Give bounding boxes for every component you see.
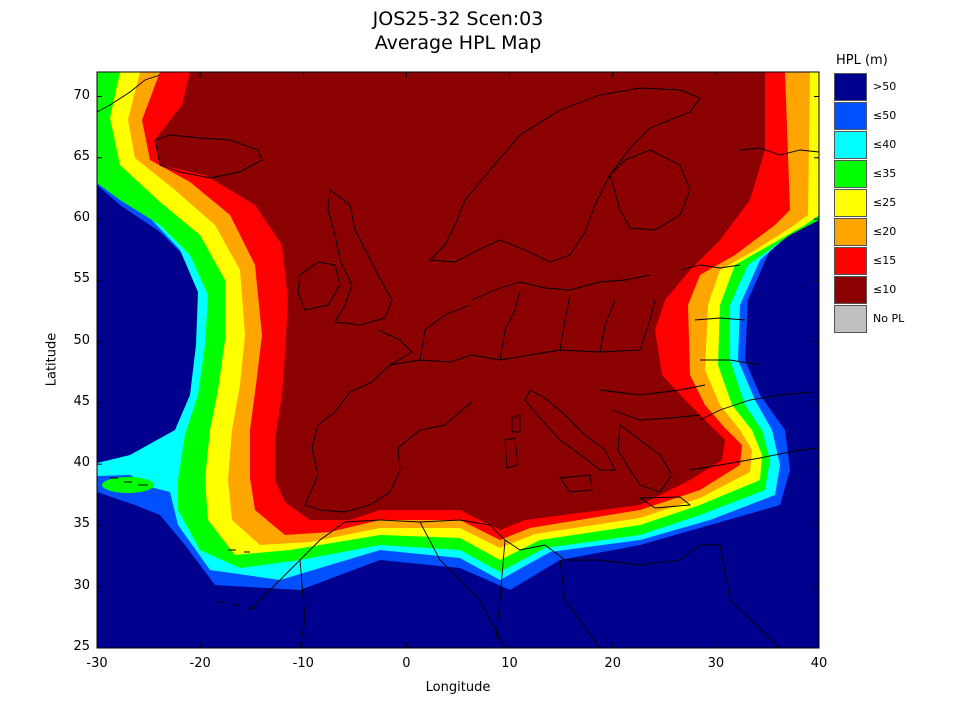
x-axis-label: Longitude [425, 680, 491, 695]
coastline-border [694, 317, 746, 321]
coastline-border [524, 389, 616, 471]
coastline-border [228, 549, 250, 553]
x-tick-label: 20 [604, 656, 621, 671]
coastline-border [599, 384, 706, 396]
coastline-border [638, 496, 692, 509]
x-tick-label: 30 [707, 656, 725, 671]
y-tick-label: 50 [73, 332, 90, 348]
legend-swatch [834, 276, 867, 304]
x-tick-label: -20 [189, 656, 211, 671]
legend-swatch [834, 189, 867, 217]
coastline-border [611, 409, 701, 421]
coastline-border [154, 134, 263, 179]
y-tick-label: 55 [73, 271, 90, 287]
coastline-border [499, 289, 521, 361]
x-tick-label: 0 [402, 656, 411, 671]
coastline-border [559, 294, 571, 351]
legend-swatch [834, 247, 867, 275]
legend-label: No PL [873, 312, 905, 325]
x-tick-label: 10 [501, 656, 518, 671]
legend-swatch [834, 160, 867, 188]
x-tick-label: -30 [86, 656, 108, 671]
legend-label: ≤20 [873, 225, 897, 238]
coastline-border [504, 437, 519, 469]
legend-swatch [834, 102, 867, 130]
map-title: JOS25-32 Scen:03 [372, 8, 544, 30]
y-tick-label: 30 [73, 577, 90, 593]
coastline-border [97, 74, 161, 113]
coastline-border [689, 391, 819, 471]
legend-label: ≤25 [873, 196, 897, 209]
x-tick-label: -10 [292, 656, 314, 671]
legend-label: >50 [873, 80, 897, 93]
y-tick-label: 35 [73, 516, 90, 532]
coastline-border [739, 147, 819, 156]
coastline-border [419, 304, 471, 361]
map-subtitle: Average HPL Map [374, 32, 542, 54]
legend-label: ≤10 [873, 283, 897, 296]
x-tick-label: 40 [810, 656, 828, 671]
legend-swatch [834, 131, 867, 159]
coastline-border [471, 274, 651, 301]
coastline-border [559, 474, 593, 493]
legend-label: ≤40 [873, 138, 897, 151]
legend-swatch [834, 218, 867, 246]
coastline-border [511, 414, 521, 433]
y-tick-label: 65 [73, 148, 90, 164]
coastline-border [428, 87, 701, 263]
legend-title: HPL (m) [836, 53, 888, 68]
y-tick-label: 70 [73, 87, 90, 103]
coastline-border [599, 299, 616, 353]
coastline-border [299, 521, 781, 648]
coastline-border [679, 264, 741, 271]
legend-swatch [834, 73, 867, 101]
azores-hpl-patch [102, 477, 154, 493]
plot-frame [96, 71, 820, 649]
coastline-border [110, 477, 148, 486]
coastline-border [297, 261, 341, 311]
coastline-border [639, 299, 656, 351]
legend-label: ≤50 [873, 109, 897, 122]
coastline-border [700, 359, 761, 366]
coastline-border [218, 601, 255, 609]
legend-label: ≤35 [873, 167, 897, 180]
y-tick-label: 25 [73, 639, 90, 654]
coastline-border [609, 149, 691, 231]
coastline-border [327, 189, 393, 326]
y-tick-label: 45 [73, 393, 90, 409]
coastline-border [304, 329, 473, 513]
y-tick-label: 40 [73, 455, 90, 471]
coastline-border [617, 424, 673, 493]
y-tick-label: 60 [73, 210, 90, 226]
legend-swatch [834, 305, 867, 333]
hpl-le-10-region [155, 72, 765, 530]
legend-label: ≤15 [873, 254, 897, 267]
